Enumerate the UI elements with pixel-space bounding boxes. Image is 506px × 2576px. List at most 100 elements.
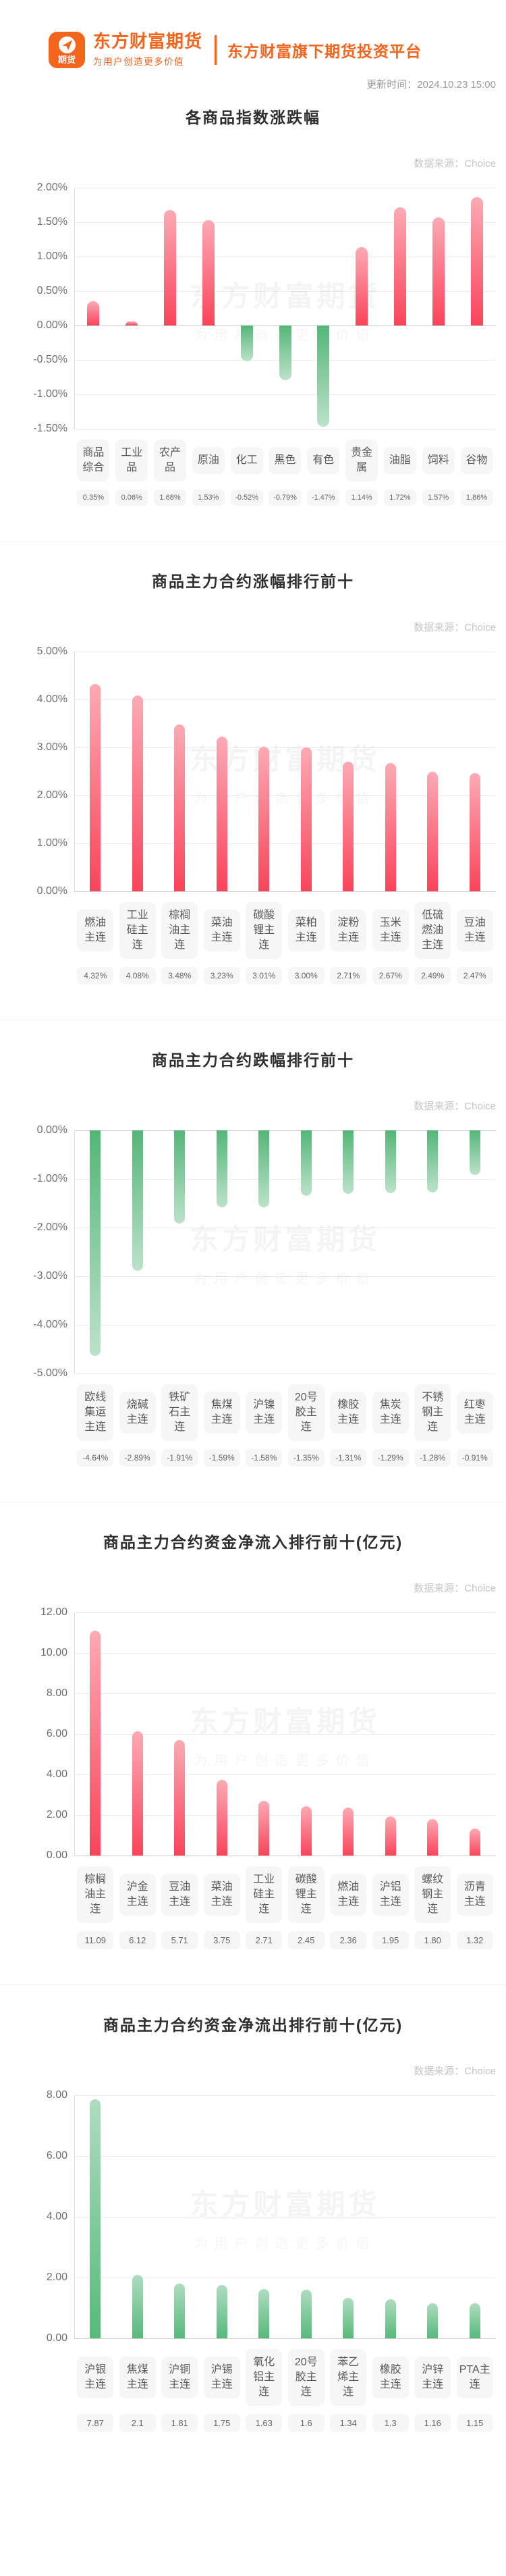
value-label: -1.58% bbox=[246, 1449, 283, 1467]
value-label: 2.71 bbox=[246, 1931, 283, 1949]
category-label: PTA主连 bbox=[456, 2357, 493, 2398]
category-cell: 沪锌主连 bbox=[412, 2357, 454, 2398]
value-label: 2.47% bbox=[456, 967, 493, 984]
category-label: 沪银主连 bbox=[77, 2357, 114, 2398]
y-axis-tick-label: -4.00% bbox=[33, 1319, 67, 1330]
value-cell: -1.91% bbox=[159, 1449, 201, 1467]
value-cell: 2.36 bbox=[327, 1931, 370, 1949]
category-label: 铁矿石主连 bbox=[161, 1384, 198, 1441]
bar bbox=[125, 321, 138, 325]
value-label: 2.45 bbox=[287, 1931, 325, 1949]
value-label: 11.09 bbox=[77, 1931, 114, 1949]
value-cell: 7.87 bbox=[74, 2414, 117, 2432]
bar bbox=[174, 2283, 186, 2338]
charts-container: 各商品指数涨跌幅 数据来源：Choice 2.00% 1.50% 1.00% 0.50% 0… bbox=[0, 91, 506, 2494]
bar bbox=[427, 772, 439, 891]
category-cell: 饲料 bbox=[419, 447, 457, 474]
y-axis-tick-label: 4.00% bbox=[36, 693, 67, 705]
y-axis-tick-label: 4.00 bbox=[46, 1768, 67, 1780]
bar bbox=[132, 2274, 143, 2338]
value-label: -1.28% bbox=[414, 1449, 451, 1467]
y-axis-line bbox=[74, 1130, 75, 1373]
category-label: 商品综合 bbox=[77, 440, 110, 481]
y-axis-tick-label: 1.00% bbox=[36, 251, 67, 262]
category-cell: 橡胶主连 bbox=[327, 1392, 370, 1434]
category-cell: 黑色 bbox=[266, 447, 304, 474]
value-cell: -1.47% bbox=[304, 490, 343, 506]
bar bbox=[469, 2303, 480, 2338]
value-cell: 6.12 bbox=[117, 1931, 159, 1949]
value-label: 4.32% bbox=[77, 967, 114, 984]
gridline bbox=[74, 1276, 496, 1277]
category-cell: 沪铝主连 bbox=[370, 1874, 412, 1916]
bar bbox=[174, 1130, 186, 1224]
y-axis-tick-label: 1.00% bbox=[36, 837, 67, 849]
chart-title: 商品主力合约涨幅排行前十 bbox=[152, 573, 354, 590]
bar bbox=[385, 2298, 396, 2338]
category-label: 油脂 bbox=[383, 447, 416, 474]
category-label: 沪铝主连 bbox=[372, 1874, 409, 1916]
bar bbox=[427, 2303, 439, 2338]
bar bbox=[469, 1130, 480, 1175]
category-cell: 苯乙烯主连 bbox=[327, 2349, 370, 2406]
value-label: -1.47% bbox=[307, 490, 340, 506]
y-axis-tick-label: 0.00 bbox=[46, 2332, 67, 2344]
category-label: 豆油主连 bbox=[161, 1874, 198, 1916]
bar bbox=[240, 325, 253, 362]
value-label: -1.35% bbox=[287, 1449, 325, 1467]
category-cell: 燃油主连 bbox=[74, 910, 117, 951]
chart-title: 商品主力合约资金净流出排行前十(亿元) bbox=[103, 2016, 403, 2034]
value-cell: -4.64% bbox=[74, 1449, 117, 1467]
category-cell: 烧碱主连 bbox=[117, 1392, 159, 1434]
value-label: 1.3 bbox=[372, 2414, 409, 2432]
bar bbox=[343, 1130, 354, 1194]
chart-plot: 12.00 10.00 8.00 6.00 4.00 2.00 0.00 东方财富期货 为用户创… bbox=[40, 1606, 496, 1861]
brand-tagline: 东方财富旗下期货投资平台 bbox=[227, 43, 422, 60]
category-cell: 工业硅主连 bbox=[117, 902, 159, 959]
bar bbox=[258, 747, 270, 891]
value-cell: 1.75 bbox=[201, 2414, 244, 2432]
value-cell: 2.71% bbox=[327, 967, 370, 984]
category-label: 饲料 bbox=[422, 447, 455, 474]
category-label: 棕榈油主连 bbox=[77, 1866, 114, 1923]
y-axis-tick-label: 6.00 bbox=[46, 1728, 67, 1739]
value-label: 0.06% bbox=[115, 490, 148, 506]
category-label: 沪锌主连 bbox=[414, 2357, 451, 2398]
value-row: 0.35% 0.06% 1.68% 1.53% -0.52% -0.79% -1.47% 1.… bbox=[74, 490, 496, 506]
value-cell: 1.34 bbox=[327, 2414, 370, 2432]
value-cell: -1.31% bbox=[327, 1449, 370, 1467]
category-cell: 农产品 bbox=[151, 440, 190, 481]
value-cell: 1.32 bbox=[454, 1931, 497, 1949]
value-label: -4.64% bbox=[77, 1449, 114, 1467]
category-label: 沪金主连 bbox=[119, 1874, 156, 1916]
bar bbox=[258, 1800, 270, 1856]
value-cell: 3.01% bbox=[243, 967, 285, 984]
category-label: 谷物 bbox=[460, 447, 493, 474]
bar bbox=[174, 724, 186, 891]
category-label: 不锈钢主连 bbox=[414, 1384, 451, 1441]
category-label: 原油 bbox=[192, 447, 225, 474]
value-label: 3.00% bbox=[287, 967, 325, 984]
bar bbox=[216, 1130, 227, 1208]
category-cell: 焦炭主连 bbox=[370, 1392, 412, 1434]
value-label: 1.68% bbox=[154, 490, 187, 506]
gridline bbox=[74, 1693, 496, 1694]
bar bbox=[385, 1816, 396, 1856]
value-cell: 1.53% bbox=[189, 490, 227, 506]
bar bbox=[174, 1739, 186, 1856]
brand-divider bbox=[215, 35, 217, 65]
bar bbox=[132, 695, 143, 891]
gridline bbox=[74, 1130, 496, 1131]
bar bbox=[343, 761, 354, 891]
category-label: 碳酸锂主连 bbox=[246, 902, 283, 959]
category-row: 欧线集运主连 烧碱主连 铁矿石主连 焦煤主连 沪镍主连 20号胶主连 橡胶主连 焦炭主连 不锈钢… bbox=[74, 1384, 496, 1441]
category-label: 低硫燃油主连 bbox=[414, 902, 451, 959]
value-row: 4.32% 4.08% 3.48% 3.23% 3.01% 3.00% 2.71% 2.67%… bbox=[74, 967, 496, 984]
data-source-label: 数据来源：Choice bbox=[414, 158, 496, 169]
gridline bbox=[74, 891, 496, 892]
category-label: 橡胶主连 bbox=[330, 1392, 367, 1434]
y-axis-tick-label: 2.00 bbox=[46, 1809, 67, 1820]
y-axis-tick-label: 1.50% bbox=[36, 216, 67, 228]
category-label: 烧碱主连 bbox=[119, 1392, 156, 1434]
bar bbox=[90, 684, 101, 891]
